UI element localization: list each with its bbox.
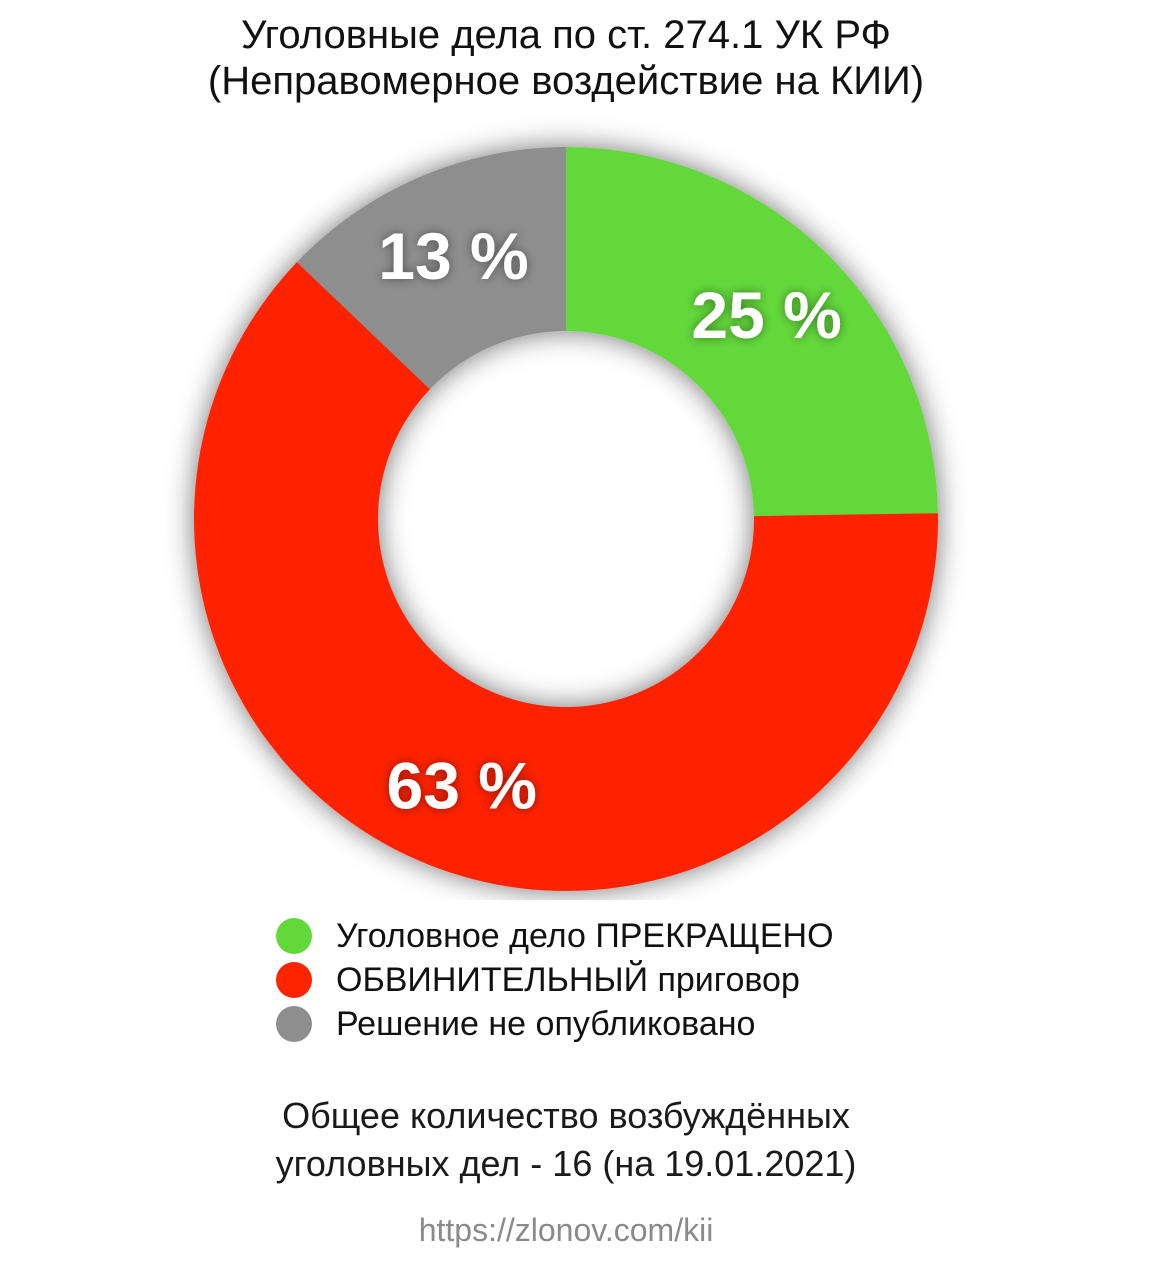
legend-label: ОБВИНИТЕЛЬНЫЙ приговор — [336, 960, 800, 999]
legend-item-1: ОБВИНИТЕЛЬНЫЙ приговор — [276, 958, 976, 1002]
source-url[interactable]: https://zlonov.com/kii — [418, 1212, 714, 1248]
legend-dot-icon — [276, 918, 312, 954]
donut-label-0: 25 % — [691, 278, 841, 352]
legend-label: Уголовное дело ПРЕКРАЩЕНО — [336, 916, 834, 955]
legend-item-0: Уголовное дело ПРЕКРАЩЕНО — [276, 914, 976, 958]
chart-title-block: Уголовные дела по ст. 274.1 УК РФ (Непра… — [0, 12, 1132, 104]
donut-label-2: 13 % — [378, 219, 528, 293]
donut-label-1: 63 % — [386, 748, 536, 822]
footnote-line-2: уголовных дел - 16 (на 19.01.2021) — [275, 1143, 857, 1184]
legend-dot-icon — [276, 1006, 312, 1042]
legend-dot-icon — [276, 962, 312, 998]
footnote-line-1: Общее количество возбуждённых — [282, 1095, 850, 1136]
chart-legend: Уголовное дело ПРЕКРАЩЕНО ОБВИНИТЕЛЬНЫЙ п… — [276, 914, 976, 1046]
footnote: Общее количество возбуждённых уголовных … — [0, 1092, 1132, 1188]
donut-chart: 25 % 63 % 13 % — [194, 147, 939, 891]
donut-slice-1 — [194, 262, 939, 891]
donut-slice-2 — [296, 147, 566, 390]
donut-slices — [194, 147, 939, 891]
legend-label: Решение не опубликовано — [336, 1004, 756, 1043]
chart-title: Уголовные дела по ст. 274.1 УК РФ — [241, 13, 891, 57]
donut-labels: 25 % 63 % 13 % — [378, 219, 842, 822]
donut-slice-0 — [566, 147, 938, 517]
legend-item-2: Решение не опубликовано — [276, 1002, 976, 1046]
chart-subtitle: (Неправомерное воздействие на КИИ) — [207, 59, 925, 103]
